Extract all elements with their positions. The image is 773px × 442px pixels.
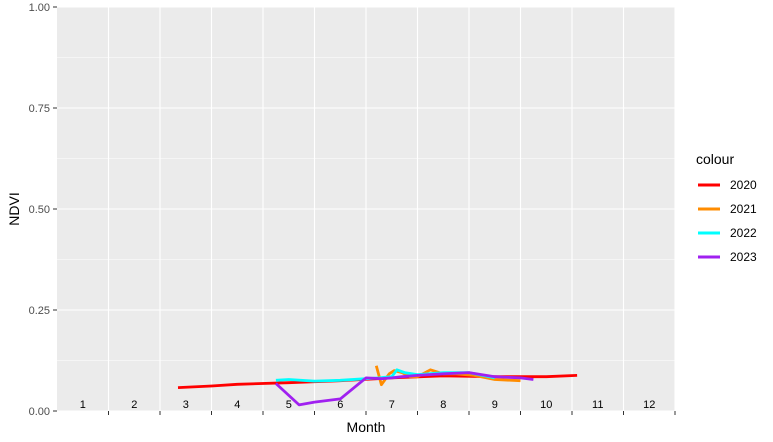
x-tick-label: 3 bbox=[183, 399, 189, 411]
x-tick-label: 12 bbox=[643, 399, 655, 411]
legend-label-2022: 2022 bbox=[730, 226, 757, 240]
y-axis-ticks: 0.00 0.25 0.50 0.75 1.00 bbox=[29, 2, 57, 418]
x-tick-label: 11 bbox=[592, 399, 603, 411]
y-tick-label: 0.25 bbox=[29, 305, 50, 317]
x-tick-label: 8 bbox=[440, 399, 446, 411]
legend-label-2023: 2023 bbox=[730, 250, 757, 264]
x-axis-title: Month bbox=[347, 419, 386, 435]
major-gridlines bbox=[57, 6, 676, 412]
legend-label-2021: 2021 bbox=[730, 202, 757, 216]
x-tick-label: 2 bbox=[131, 399, 137, 411]
legend: colour 2020 2021 2022 2023 bbox=[696, 151, 757, 264]
x-tick-label: 10 bbox=[540, 399, 552, 411]
y-tick-label: 0.50 bbox=[29, 204, 50, 216]
x-tick-label: 1 bbox=[80, 399, 86, 411]
y-tick-label: 1.00 bbox=[29, 2, 50, 14]
legend-title: colour bbox=[696, 151, 734, 167]
legend-label-2020: 2020 bbox=[730, 178, 757, 192]
x-tick-label: 6 bbox=[337, 399, 343, 411]
y-tick-label: 0.00 bbox=[29, 406, 50, 418]
series-line-2023 bbox=[274, 371, 534, 407]
x-tick-label: 7 bbox=[389, 399, 395, 411]
x-axis-ticks: 1 2 3 4 5 6 7 8 9 10 11 12 bbox=[80, 399, 676, 415]
x-tick-label: 4 bbox=[234, 399, 240, 411]
y-axis-title: NDVI bbox=[6, 192, 22, 225]
y-tick-label: 0.75 bbox=[29, 103, 50, 115]
x-tick-label: 9 bbox=[492, 399, 498, 411]
series-lines bbox=[177, 365, 578, 407]
x-tick-label: 5 bbox=[286, 399, 292, 411]
